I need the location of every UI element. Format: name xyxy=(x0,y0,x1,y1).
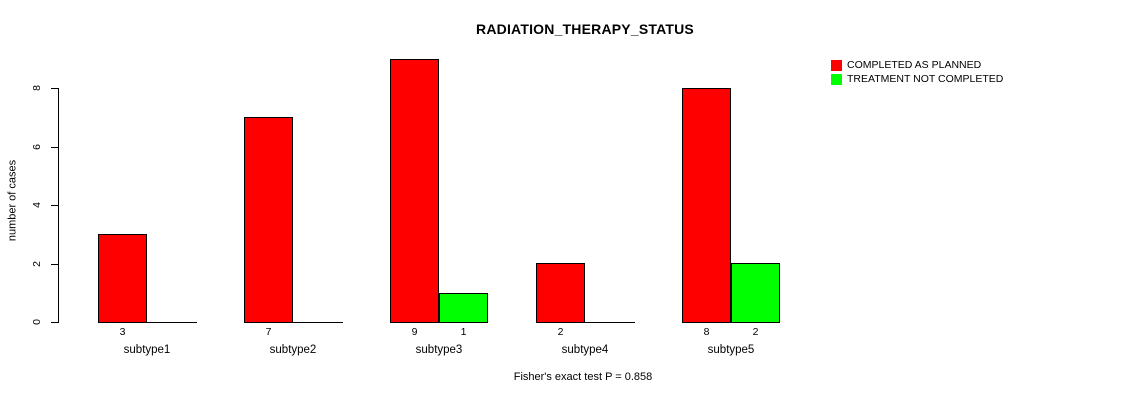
bar-count-label: 2 xyxy=(557,326,564,338)
legend-label: TREATMENT NOT COMPLETED xyxy=(847,73,1004,85)
bar-completed-subtype3 xyxy=(390,59,439,323)
chart-title: RADIATION_THERAPY_STATUS xyxy=(476,21,694,37)
bar-count-label: 8 xyxy=(703,326,710,338)
x-axis-category-label: subtype1 xyxy=(123,344,171,356)
x-axis-category-label: subtype5 xyxy=(707,344,755,356)
statistical-annotation: Fisher's exact test P = 0.858 xyxy=(513,371,653,383)
bar-not-completed-subtype3 xyxy=(439,293,488,323)
legend-row: TREATMENT NOT COMPLETED xyxy=(831,74,1003,85)
y-axis-tick xyxy=(51,147,58,148)
zero-bar-subtype4 xyxy=(585,322,635,323)
legend-row: COMPLETED AS PLANNED xyxy=(831,60,1003,71)
legend: COMPLETED AS PLANNED TREATMENT NOT COMPLE… xyxy=(831,60,1003,88)
bar-count-label: 2 xyxy=(752,326,759,338)
x-axis-category-label: subtype2 xyxy=(269,344,317,356)
y-axis-tick-label: 2 xyxy=(31,261,43,267)
x-axis-category-label: subtype3 xyxy=(415,344,463,356)
y-axis-tick-label: 4 xyxy=(31,202,43,208)
x-axis-category-label: subtype4 xyxy=(561,344,609,356)
y-axis-tick xyxy=(51,205,58,206)
y-axis-tick-label: 0 xyxy=(31,319,43,325)
y-axis-tick-label: 6 xyxy=(31,144,43,150)
bar-count-label: 7 xyxy=(265,326,272,338)
legend-label: COMPLETED AS PLANNED xyxy=(847,59,982,71)
y-axis-tick xyxy=(51,264,58,265)
bar-count-label: 1 xyxy=(460,326,467,338)
legend-swatch-not-completed xyxy=(831,74,842,85)
bar-completed-subtype2 xyxy=(244,117,293,323)
bar-completed-subtype5 xyxy=(682,88,731,323)
y-axis-tick xyxy=(51,88,58,89)
zero-bar-subtype1 xyxy=(147,322,197,323)
y-axis-line xyxy=(58,88,59,323)
bar-completed-subtype4 xyxy=(536,263,585,323)
legend-swatch-completed xyxy=(831,60,842,71)
y-axis-tick xyxy=(51,322,58,323)
bar-count-label: 9 xyxy=(411,326,418,338)
bar-completed-subtype1 xyxy=(98,234,147,323)
y-axis-tick-label: 8 xyxy=(31,85,43,91)
bar-not-completed-subtype5 xyxy=(731,263,780,323)
bar-count-label: 3 xyxy=(119,326,126,338)
zero-bar-subtype2 xyxy=(293,322,343,323)
